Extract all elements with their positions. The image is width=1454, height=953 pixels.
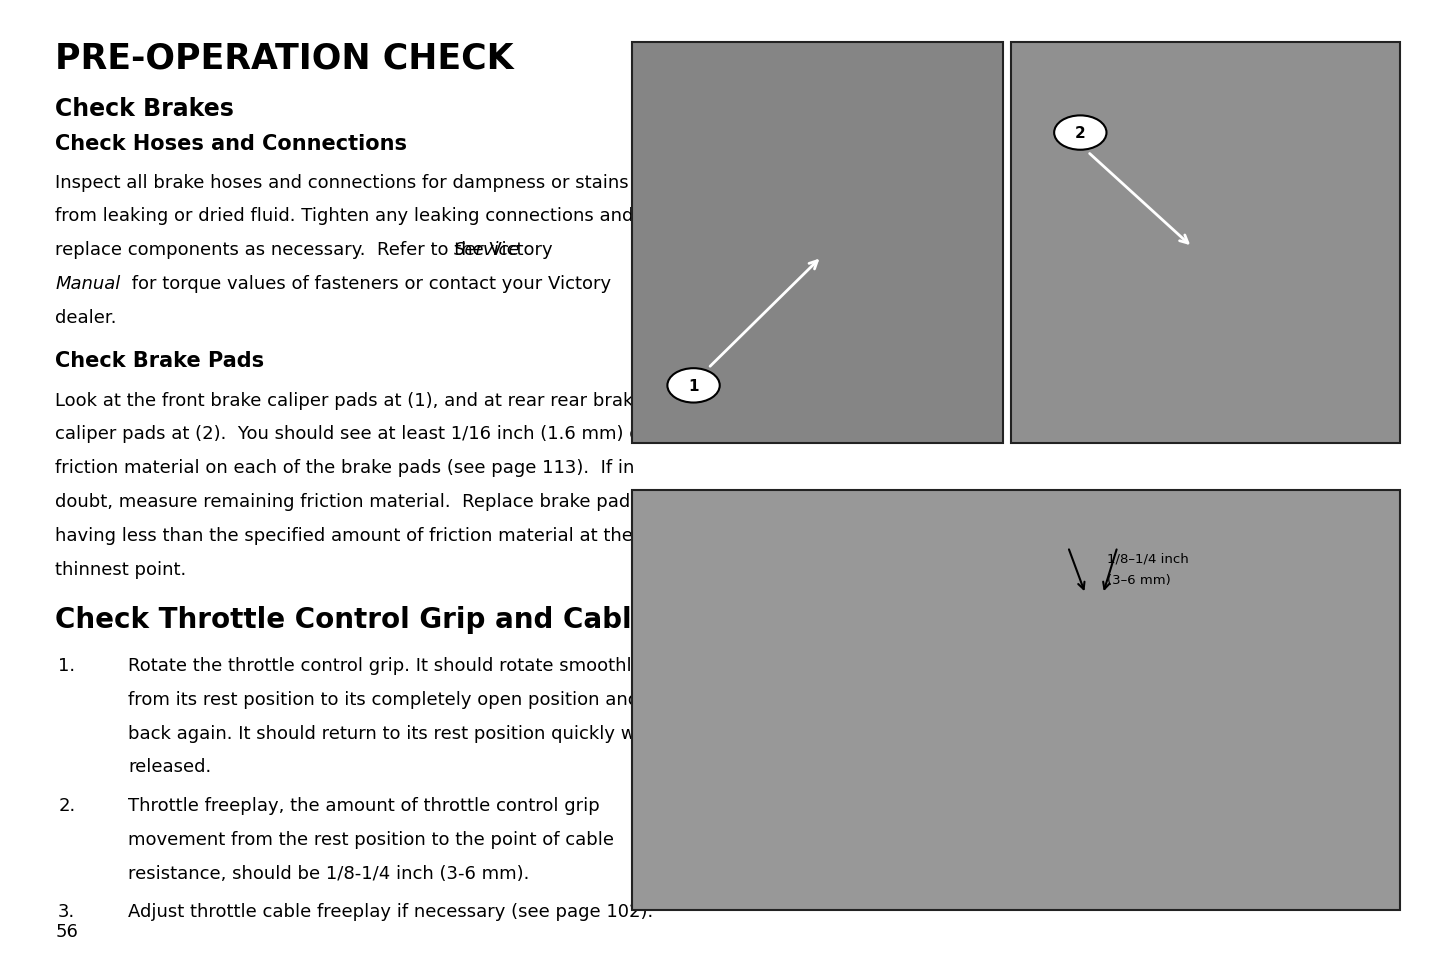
Text: PRE-OPERATION CHECK: PRE-OPERATION CHECK	[55, 42, 513, 76]
Text: caliper pads at (2).  You should see at least 1/16 inch (1.6 mm) of: caliper pads at (2). You should see at l…	[55, 425, 647, 443]
Text: having less than the specified amount of friction material at their: having less than the specified amount of…	[55, 526, 646, 544]
Text: Service: Service	[454, 241, 521, 259]
Text: Adjust throttle cable freeplay if necessary (see page 102).: Adjust throttle cable freeplay if necess…	[128, 902, 653, 921]
Circle shape	[667, 369, 720, 403]
Text: Throttle freeplay, the amount of throttle control grip: Throttle freeplay, the amount of throttl…	[128, 796, 599, 814]
Text: friction material on each of the brake pads (see page 113).  If in: friction material on each of the brake p…	[55, 458, 634, 476]
Text: for torque values of fasteners or contact your Victory: for torque values of fasteners or contac…	[126, 274, 612, 293]
Text: 1.: 1.	[58, 656, 76, 674]
Text: movement from the rest position to the point of cable: movement from the rest position to the p…	[128, 830, 614, 848]
Text: doubt, measure remaining friction material.  Replace brake pads: doubt, measure remaining friction materi…	[55, 493, 640, 511]
Text: Check Hoses and Connections: Check Hoses and Connections	[55, 133, 407, 153]
Bar	[632, 491, 1400, 910]
Text: (3–6 mm): (3–6 mm)	[1108, 573, 1170, 586]
Text: Check Brakes: Check Brakes	[55, 97, 234, 121]
Text: 56: 56	[55, 922, 79, 940]
Text: Check Brake Pads: Check Brake Pads	[55, 351, 265, 370]
Text: Manual: Manual	[55, 274, 121, 293]
Text: dealer.: dealer.	[55, 309, 116, 327]
Text: 1: 1	[688, 378, 699, 394]
Circle shape	[1054, 116, 1106, 151]
Text: 1/8–1/4 inch: 1/8–1/4 inch	[1108, 552, 1189, 565]
Text: resistance, should be 1/8-1/4 inch (3-6 mm).: resistance, should be 1/8-1/4 inch (3-6 …	[128, 863, 529, 882]
Text: from its rest position to its completely open position and: from its rest position to its completely…	[128, 690, 640, 708]
Text: 2.: 2.	[58, 796, 76, 814]
Text: 2: 2	[1075, 126, 1086, 141]
Text: 3.: 3.	[58, 902, 76, 921]
Text: back again. It should return to its rest position quickly when: back again. It should return to its rest…	[128, 723, 669, 741]
Text: from leaking or dried fluid. Tighten any leaking connections and: from leaking or dried fluid. Tighten any…	[55, 208, 634, 225]
Text: thinnest point.: thinnest point.	[55, 560, 186, 578]
Bar	[632, 43, 1003, 443]
Text: released.: released.	[128, 758, 211, 776]
Text: Inspect all brake hoses and connections for dampness or stains: Inspect all brake hoses and connections …	[55, 173, 630, 192]
Text: Rotate the throttle control grip. It should rotate smoothly: Rotate the throttle control grip. It sho…	[128, 656, 643, 674]
Text: replace components as necessary.  Refer to the Victory: replace components as necessary. Refer t…	[55, 241, 558, 259]
Text: Check Throttle Control Grip and Cables: Check Throttle Control Grip and Cables	[55, 605, 667, 634]
Text: Look at the front brake caliper pads at (1), and at rear rear brake: Look at the front brake caliper pads at …	[55, 392, 644, 409]
Bar	[1011, 43, 1400, 443]
